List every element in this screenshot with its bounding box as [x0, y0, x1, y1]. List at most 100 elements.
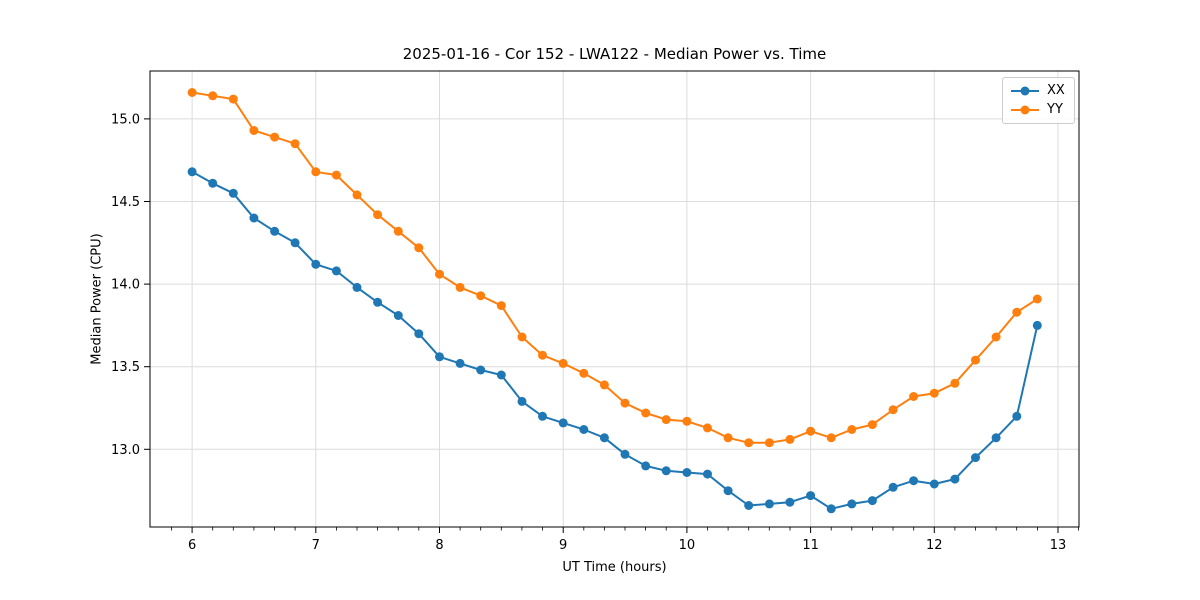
series-xx-marker — [270, 226, 280, 236]
series-yy-marker — [476, 291, 486, 301]
series-yy-marker — [579, 368, 589, 378]
series-yy-marker — [806, 426, 816, 436]
y-tick-label: 13.0 — [111, 443, 140, 458]
series-yy-marker — [249, 126, 259, 135]
series-xx-marker — [290, 238, 300, 248]
series-xx-marker — [414, 329, 424, 339]
series-xx-marker — [373, 297, 383, 307]
x-tick-label: 6 — [188, 538, 196, 553]
series-xx-marker — [826, 504, 836, 514]
series-yy-marker — [641, 408, 651, 418]
series-xx-marker — [806, 491, 816, 501]
series-yy-line — [191, 91, 1039, 444]
series-yy-marker — [538, 350, 547, 360]
series-yy-marker — [971, 355, 980, 365]
series-xx-marker — [435, 352, 444, 362]
x-tick-label: 8 — [435, 538, 443, 553]
x-axis-label: UT Time (hours) — [562, 560, 667, 575]
series-xx-marker — [228, 188, 238, 198]
series-yy-marker — [599, 380, 609, 390]
series-xx-marker — [249, 213, 259, 223]
series-xx-marker — [311, 259, 321, 269]
series-xx-marker — [558, 418, 568, 428]
y-tick-label: 14.0 — [111, 278, 140, 293]
series-xx-marker — [599, 433, 609, 443]
series-xx-line — [191, 170, 1039, 510]
plot-border — [149, 70, 1080, 528]
series-yy-marker — [187, 88, 197, 97]
series-yy-marker — [435, 269, 444, 279]
x-tick-label: 13 — [1050, 538, 1067, 553]
series-yy-marker — [888, 405, 898, 415]
series-yy-marker — [785, 434, 795, 444]
series-xx-marker — [867, 496, 877, 506]
series-yy-marker — [620, 398, 630, 408]
legend-box: XX YY — [1002, 77, 1075, 124]
series-yy-marker — [661, 415, 671, 425]
legend-marker-yy — [1011, 105, 1039, 115]
series-yy-marker — [331, 170, 341, 180]
series-xx-marker — [455, 358, 465, 368]
series-yy-marker — [703, 423, 712, 433]
series-yy-marker — [991, 332, 1001, 342]
x-tick-label: 11 — [802, 538, 819, 553]
series-yy-marker — [517, 332, 527, 342]
series-xx-marker — [641, 461, 651, 471]
y-axis-label: Median Power (CPU) — [89, 233, 105, 365]
series-xx-marker — [331, 266, 341, 276]
legend-marker-xx — [1011, 86, 1039, 96]
series-yy-marker — [558, 358, 568, 368]
series-xx-marker — [888, 482, 898, 492]
series-yy-marker — [228, 94, 238, 104]
series-xx-marker — [703, 469, 712, 479]
series-xx-marker — [208, 178, 218, 188]
series-yy-marker — [414, 243, 424, 253]
series-xx-marker — [352, 282, 362, 292]
series-xx-marker — [476, 365, 486, 375]
series-yy-marker — [764, 438, 774, 448]
chart-title: 2025-01-16 - Cor 152 - LWA122 - Median P… — [402, 45, 827, 63]
series-xx-marker — [496, 370, 506, 380]
series-yy-marker — [208, 91, 218, 101]
x-tick-label: 9 — [559, 538, 567, 553]
series-yy-marker — [393, 226, 403, 236]
y-tick-label: 14.5 — [111, 195, 140, 210]
legend-label: XX — [1047, 83, 1065, 98]
series-yy-marker — [496, 301, 506, 311]
series-xx-marker — [538, 411, 547, 421]
series-xx-marker — [579, 425, 589, 434]
series-yy-marker — [867, 420, 877, 430]
legend-item-yy: YY — [1010, 102, 1065, 118]
series-yy-marker — [290, 139, 300, 149]
series-yy-marker — [847, 425, 857, 434]
series-xx-marker — [971, 453, 980, 463]
series-xx-marker — [785, 497, 795, 507]
series-yy-marker — [270, 132, 280, 142]
y-tick-label: 15.0 — [111, 112, 140, 127]
series-xx-marker — [1012, 411, 1022, 421]
series-xx-marker — [764, 499, 774, 509]
x-tick-label: 10 — [679, 538, 696, 553]
series-yy-marker — [311, 167, 321, 177]
series-yy-marker — [352, 190, 362, 200]
series-yy-marker — [826, 433, 836, 443]
series-xx-marker — [909, 476, 919, 486]
series-yy-marker — [1032, 294, 1042, 304]
series-xx-marker — [744, 501, 754, 510]
series-xx-marker — [682, 468, 692, 477]
series-yy-marker — [744, 438, 754, 448]
series-xx-marker — [950, 474, 960, 484]
series-xx-marker — [393, 311, 403, 320]
x-tick-label: 12 — [926, 538, 943, 553]
series-yy-marker — [373, 210, 383, 220]
series-yy-marker — [950, 378, 960, 388]
series-xx-marker — [847, 499, 857, 509]
y-tick-label: 13.5 — [111, 360, 140, 375]
series-xx-marker — [187, 167, 197, 177]
x-tick-label: 7 — [312, 538, 320, 553]
series-yy-marker — [682, 416, 692, 426]
series-yy-marker — [909, 392, 919, 401]
series-xx-marker — [929, 479, 939, 489]
